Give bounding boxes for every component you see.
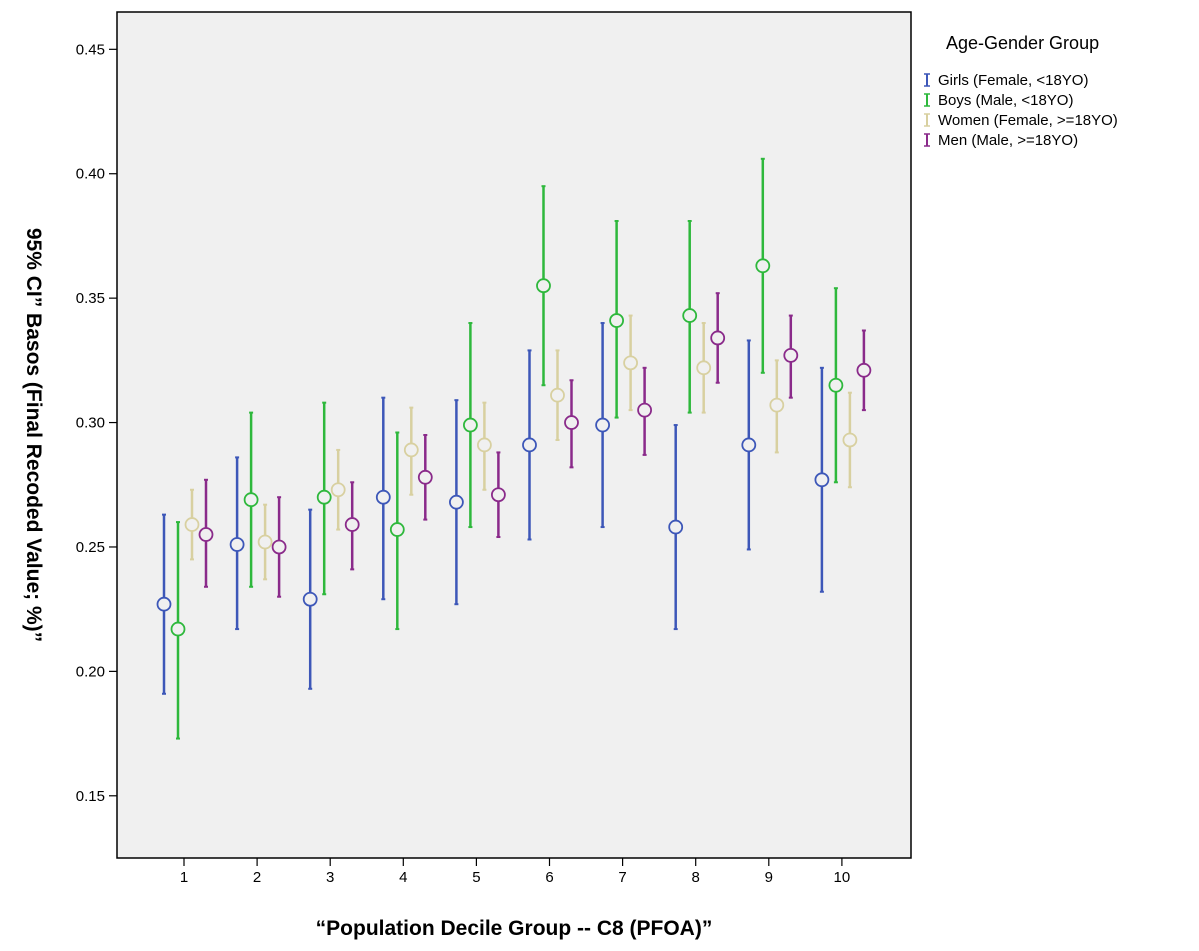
mean-point (783, 347, 799, 363)
x-tick-label: 1 (180, 869, 188, 886)
mean-point (564, 415, 579, 430)
x-tick-label: 10 (834, 869, 851, 886)
mean-point (536, 278, 551, 294)
legend-item: Boys (Male, <18YO) (924, 92, 1073, 109)
mean-point (302, 591, 318, 607)
y-tick-label: 0.45 (76, 41, 105, 58)
legend-item: Men (Male, >=18YO) (924, 132, 1078, 149)
mean-point (257, 534, 273, 550)
mean-point (462, 417, 478, 433)
y-tick-label: 0.35 (76, 290, 105, 307)
mean-point (198, 527, 214, 542)
y-axis: 0.15 0.20 0.25 0.30 0.35 0.40 0.45 (76, 41, 117, 805)
mean-point (448, 494, 464, 510)
mean-point (682, 308, 698, 323)
mean-point (668, 519, 684, 535)
x-tick-label: 2 (253, 869, 261, 886)
mean-point (476, 437, 492, 453)
series-group (184, 314, 858, 581)
mean-point (184, 517, 200, 532)
legend-label: Boys (Male, <18YO) (938, 92, 1073, 109)
legend-items: Girls (Female, <18YO) Boys (Male, <18YO) W… (924, 72, 1118, 149)
mean-point (609, 313, 624, 328)
legend-item: Women (Female, >=18YO) (924, 112, 1118, 129)
mean-point (741, 437, 757, 453)
mean-point (842, 432, 858, 448)
legend-label: Men (Male, >=18YO) (938, 132, 1078, 149)
mean-point (696, 360, 712, 376)
y-tick-label: 0.40 (76, 166, 105, 183)
legend: Age-Gender Group Girls (Female, <18YO) Bo… (924, 33, 1118, 149)
y-tick-label: 0.30 (76, 415, 105, 432)
mean-point (403, 442, 419, 458)
error-bar-marks (156, 157, 872, 740)
mean-point (550, 387, 565, 403)
mean-point (522, 437, 537, 453)
mean-point (229, 537, 245, 552)
x-axis-title: “Population Decile Group -- C8 (PFOA)” (316, 917, 713, 940)
mean-point (344, 517, 360, 532)
mean-point (769, 397, 785, 413)
x-tick-label: 7 (618, 869, 626, 886)
mean-point (271, 539, 287, 555)
series-group (170, 157, 844, 740)
y-tick-label: 0.25 (76, 539, 105, 556)
legend-label: Girls (Female, <18YO) (938, 72, 1088, 89)
mean-point (243, 492, 259, 508)
mean-point (595, 417, 610, 433)
legend-label: Women (Female, >=18YO) (938, 112, 1118, 129)
mean-point (417, 469, 433, 485)
mean-point (170, 621, 186, 637)
mean-point (490, 487, 506, 503)
mean-point (316, 489, 332, 505)
x-tick-label: 3 (326, 869, 334, 886)
x-tick-label: 6 (545, 869, 553, 886)
x-tick-label: 9 (765, 869, 773, 886)
x-tick-label: 8 (692, 869, 700, 886)
y-tick-label: 0.15 (76, 788, 105, 805)
mean-point (330, 482, 346, 498)
mean-point (856, 362, 872, 378)
plot-area (116, 11, 912, 859)
series-group (198, 292, 872, 598)
mean-point (389, 522, 405, 537)
x-axis: 1 2 3 4 5 6 7 8 9 10 (180, 858, 850, 886)
legend-item: Girls (Female, <18YO) (924, 72, 1088, 89)
legend-title: Age-Gender Group (946, 33, 1099, 53)
x-tick-label: 5 (472, 869, 480, 886)
y-tick-label: 0.20 (76, 663, 105, 680)
mean-point (755, 258, 771, 274)
mean-point (814, 472, 830, 488)
mean-point (156, 596, 172, 612)
mean-point (710, 330, 726, 346)
y-axis-title: 95% CI” Basos (Final Recoded Value; %)” (22, 228, 45, 642)
x-tick-label: 4 (399, 869, 407, 886)
mean-point (828, 377, 844, 393)
mean-point (623, 355, 638, 371)
series-group (156, 322, 830, 695)
mean-point (375, 489, 391, 505)
mean-point (637, 402, 652, 418)
